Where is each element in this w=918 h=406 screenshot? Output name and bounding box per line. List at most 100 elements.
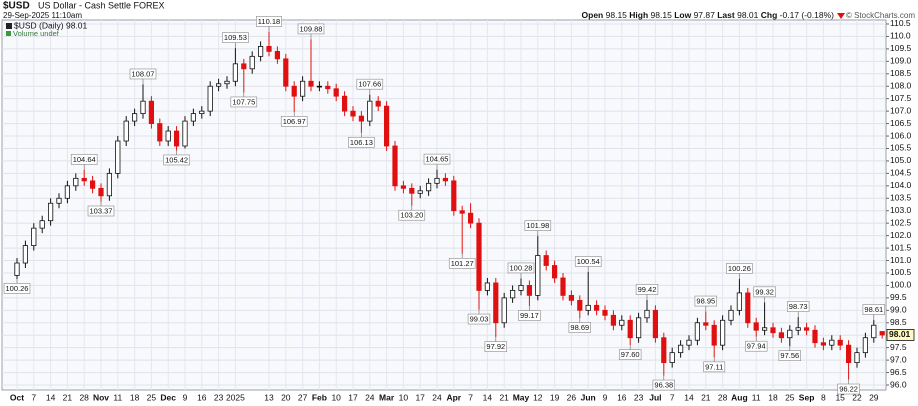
annotation: 106.97 bbox=[283, 117, 306, 126]
annotation: 96.22 bbox=[839, 385, 858, 394]
candle-body bbox=[509, 290, 516, 299]
candle-body bbox=[409, 187, 415, 194]
x-tick-label: 10 bbox=[399, 392, 409, 402]
x-tick-label: 29 bbox=[869, 392, 879, 402]
annotation-box bbox=[230, 96, 258, 108]
y-tick-label: 101.0 bbox=[890, 255, 912, 265]
x-tick-label: 15 bbox=[835, 392, 845, 402]
stat-label: Open bbox=[582, 10, 604, 20]
annotation-box bbox=[163, 154, 190, 166]
y-tick-label: 107.0 bbox=[890, 105, 912, 115]
credit: © StockCharts.com bbox=[846, 11, 915, 20]
candle-body bbox=[577, 299, 583, 311]
candle-body bbox=[568, 294, 575, 301]
stat-value: 98.01 bbox=[737, 10, 759, 20]
candle-body bbox=[434, 177, 440, 184]
legend-entry: $USD (Daily) 98.01 bbox=[14, 21, 88, 31]
candle-body bbox=[14, 262, 20, 276]
candle-body bbox=[602, 309, 608, 316]
y-tick-label: 100.5 bbox=[890, 267, 912, 277]
annotation-box bbox=[518, 310, 541, 321]
annotation: 99.42 bbox=[638, 285, 657, 294]
candle-body bbox=[115, 140, 121, 174]
x-tick-label: 22 bbox=[852, 392, 862, 402]
candle-body bbox=[619, 319, 625, 326]
x-tick-label: 24 bbox=[365, 392, 375, 402]
candle-body bbox=[560, 277, 566, 296]
last-price: 98.01 bbox=[889, 329, 911, 339]
x-tick-label: 14 bbox=[684, 392, 694, 402]
candle-body bbox=[829, 339, 835, 346]
annotation-box bbox=[694, 295, 717, 307]
candle-body bbox=[98, 187, 104, 197]
y-tick-label: 102.5 bbox=[890, 217, 912, 227]
annotation-box bbox=[778, 350, 801, 361]
candle-body bbox=[846, 344, 852, 364]
annotation-box bbox=[524, 220, 552, 231]
candle-body bbox=[48, 202, 54, 222]
y-tick-label: 107.5 bbox=[890, 93, 912, 103]
y-tick-label: 99.5 bbox=[890, 292, 907, 302]
candle-body bbox=[552, 265, 558, 279]
x-tick-label: 8 bbox=[821, 392, 826, 402]
candle-body bbox=[266, 45, 272, 52]
candle-body bbox=[182, 120, 188, 147]
candle-body bbox=[56, 197, 62, 204]
candle-body bbox=[501, 297, 507, 324]
annotation-box bbox=[619, 349, 642, 360]
y-tick-label: 105.0 bbox=[890, 155, 912, 165]
y-tick-label: 105.5 bbox=[890, 143, 912, 153]
y-tick-label: 102.0 bbox=[890, 230, 912, 240]
y-tick-label: 109.0 bbox=[890, 56, 912, 66]
x-tick-label: 18 bbox=[130, 392, 140, 402]
annotation-box bbox=[3, 283, 31, 294]
candle-body bbox=[350, 110, 356, 117]
annotation-box bbox=[297, 23, 325, 35]
candle-body bbox=[383, 105, 390, 147]
candle-body bbox=[224, 80, 230, 85]
candle-body bbox=[669, 352, 675, 364]
y-tick-label: 96.5 bbox=[890, 367, 907, 377]
candle-body bbox=[123, 120, 129, 142]
candle-body bbox=[367, 100, 373, 122]
annotation: 98.73 bbox=[789, 302, 808, 311]
candle-body bbox=[106, 172, 112, 197]
x-tick-label: 23 bbox=[214, 392, 224, 402]
annotation-box bbox=[837, 383, 860, 395]
candle-body bbox=[585, 304, 591, 311]
annotation: 100.28 bbox=[510, 263, 533, 272]
candle-body bbox=[316, 85, 323, 88]
stat-label: High bbox=[629, 10, 648, 20]
candle-body bbox=[81, 177, 87, 182]
candle-body bbox=[467, 212, 474, 224]
x-tick-label: 7 bbox=[670, 392, 675, 402]
annotation: 99.32 bbox=[755, 287, 774, 296]
x-tick-label: Oct bbox=[10, 392, 24, 402]
annotation-box bbox=[484, 341, 507, 352]
candle-body bbox=[140, 100, 146, 115]
candle-body bbox=[762, 327, 768, 331]
x-tick-label: Jun bbox=[581, 392, 596, 402]
y-tick-label: 104.0 bbox=[890, 180, 912, 190]
annotation-box bbox=[280, 116, 308, 127]
candle-body bbox=[442, 177, 449, 182]
x-tick-label: 7 bbox=[31, 392, 36, 402]
candle-body bbox=[249, 55, 255, 70]
candle-body bbox=[728, 309, 734, 321]
candle-body bbox=[341, 95, 348, 112]
candle-body bbox=[518, 285, 524, 291]
x-tick-label: Feb bbox=[312, 392, 327, 402]
y-tick-label: 110.5 bbox=[890, 18, 911, 28]
annotation-box bbox=[423, 153, 451, 165]
annotation: 99.03 bbox=[470, 315, 489, 324]
candle-body bbox=[299, 80, 306, 97]
annotation-box bbox=[635, 284, 659, 295]
candle-body bbox=[358, 115, 365, 122]
labels: 96.096.597.097.598.098.599.099.5100.0100… bbox=[3, 16, 915, 402]
candle-body bbox=[64, 185, 70, 199]
annotation: 97.11 bbox=[705, 362, 723, 371]
candle-body bbox=[778, 332, 785, 339]
stat-label: Last bbox=[717, 10, 735, 20]
annotation-box bbox=[753, 286, 776, 298]
